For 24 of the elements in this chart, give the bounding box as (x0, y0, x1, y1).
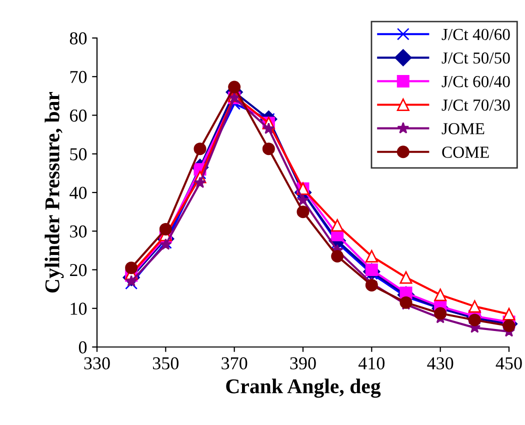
y-tick-label: 0 (78, 341, 87, 354)
legend-label: JOME (442, 123, 484, 134)
x-tick-label: 350 (152, 357, 179, 370)
x-tick-label: 330 (84, 357, 110, 370)
x-tick-label: 370 (222, 357, 248, 370)
y-tick-label: 80 (70, 32, 87, 44)
legend-label: J/Ct 40/60 (442, 28, 510, 40)
y-tick-label: 10 (70, 302, 87, 315)
y-tick-label: 40 (70, 186, 87, 199)
x-axis-title: Crank Angle, deg (226, 378, 381, 398)
x-tick-label: 410 (358, 357, 385, 370)
y-tick-label: 20 (70, 264, 87, 276)
x-tick-label: 450 (496, 357, 522, 370)
y-tick-label: 60 (70, 110, 87, 122)
legend-label: COME (442, 146, 489, 158)
legend-label: J/Ct 70/30 (442, 100, 510, 111)
y-tick-label: 70 (70, 70, 87, 84)
legend-label: J/Ct 60/40 (442, 76, 510, 88)
x-tick-label: 390 (290, 357, 316, 370)
y-tick-label: 30 (70, 225, 87, 238)
legend-label: J/Ct 50/50 (442, 52, 510, 64)
y-tick-label: 50 (70, 148, 87, 160)
y-axis-title: Cylinder Pressure, bar (44, 92, 64, 292)
x-tick-label: 430 (427, 357, 454, 370)
